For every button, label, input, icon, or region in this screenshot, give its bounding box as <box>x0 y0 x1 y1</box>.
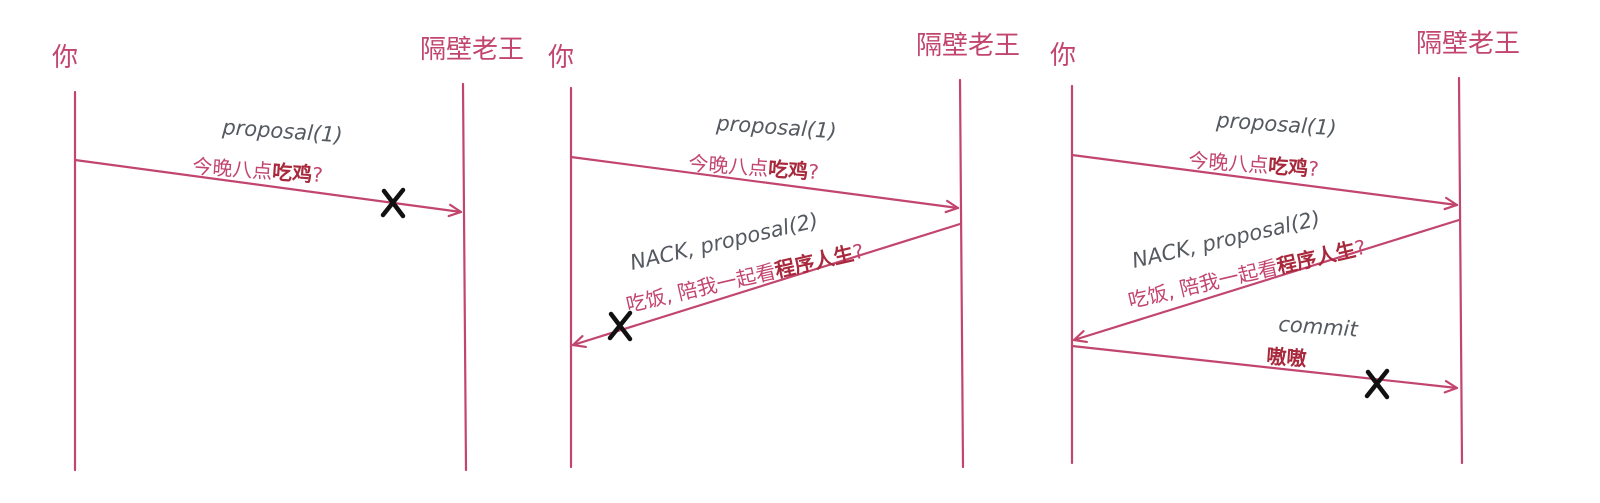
message-1: proposal(1) 今晚八点吃鸡? <box>1070 108 1459 211</box>
message-label-zh-tail: ? <box>311 162 323 187</box>
message-arrow <box>569 155 960 210</box>
panel-3: 你隔壁老王proposal(1)今晚八点吃鸡?NACK, proposal(2)… <box>1050 29 1520 465</box>
message-arrow <box>1072 218 1461 342</box>
message-label-zh-tail: ? <box>807 159 819 184</box>
message-label-zh-emphasis: 嗷嗷 <box>1266 344 1308 371</box>
message-label-zh: 今晚八点吃鸡? <box>192 154 324 187</box>
actor-left-label: 你 <box>1050 41 1076 71</box>
message-arrow <box>571 222 962 347</box>
message-label-zh-emphasis: 吃鸡 <box>1267 154 1309 181</box>
message-label-en: proposal(1) <box>221 115 344 147</box>
message-arrow <box>73 158 463 214</box>
message-arrow <box>1070 344 1459 390</box>
message-label-zh-plain: 今晚八点 <box>192 154 273 184</box>
message-label-en: proposal(1) <box>1215 108 1338 140</box>
actor-right-label: 隔壁老王 <box>916 31 1020 61</box>
arrowhead-icon <box>447 203 463 218</box>
panel-1: 你 隔壁老王 proposal(1) 今晚八点吃鸡? <box>52 35 524 472</box>
message-label-zh-emphasis: 程序人生 <box>1275 237 1358 278</box>
message-label-zh: 嗷嗷 <box>1266 344 1308 371</box>
actor-left-label: 你 <box>52 43 78 73</box>
arrowhead-icon <box>571 335 587 349</box>
panel-2: 你隔壁老王proposal(1)今晚八点吃鸡?NACK, proposal(2)… <box>548 31 1020 469</box>
arrowhead-icon <box>1072 330 1088 344</box>
message-label-zh: 今晚八点吃鸡? <box>688 151 820 184</box>
message-label-zh-plain: 今晚八点 <box>1188 148 1269 178</box>
message-label-zh: 今晚八点吃鸡? <box>1188 148 1320 181</box>
actor-left-label: 你 <box>548 43 574 73</box>
lost-x-icon <box>380 187 406 219</box>
message-label-zh-tail: ? <box>850 239 866 265</box>
actor-right-label: 隔壁老王 <box>1416 29 1520 59</box>
message-label-en: proposal(1) <box>715 111 838 143</box>
message-label-en: commit <box>1278 312 1360 342</box>
lost-x-icon <box>1364 368 1390 400</box>
message-label-zh-emphasis: 吃鸡 <box>271 160 313 187</box>
lifeline-right <box>958 78 965 469</box>
lifeline-right <box>461 82 468 472</box>
message-arrow <box>1070 153 1459 207</box>
message-label-zh-tail: ? <box>1307 156 1319 181</box>
message-1: proposal(1) 今晚八点吃鸡? <box>569 111 960 214</box>
message-label-zh-emphasis: 程序人生 <box>773 241 856 282</box>
actor-right-label: 隔壁老王 <box>420 35 524 65</box>
message-2: NACK, proposal(2)吃饭, 陪我一起看程序人生? <box>1072 206 1461 344</box>
message-label-zh-emphasis: 吃鸡 <box>767 157 809 184</box>
message-1: proposal(1) 今晚八点吃鸡? <box>73 115 463 219</box>
message-label-zh-plain: 今晚八点 <box>688 151 769 181</box>
message-2: NACK, proposal(2)吃饭, 陪我一起看程序人生? <box>571 208 962 349</box>
arrowhead-icon <box>1443 380 1459 394</box>
message-label-zh-tail: ? <box>1352 235 1368 261</box>
lost-x-icon <box>607 310 633 342</box>
arrowhead-icon <box>944 199 960 214</box>
arrowhead-icon <box>1443 196 1459 211</box>
lifeline-right <box>1457 76 1464 465</box>
